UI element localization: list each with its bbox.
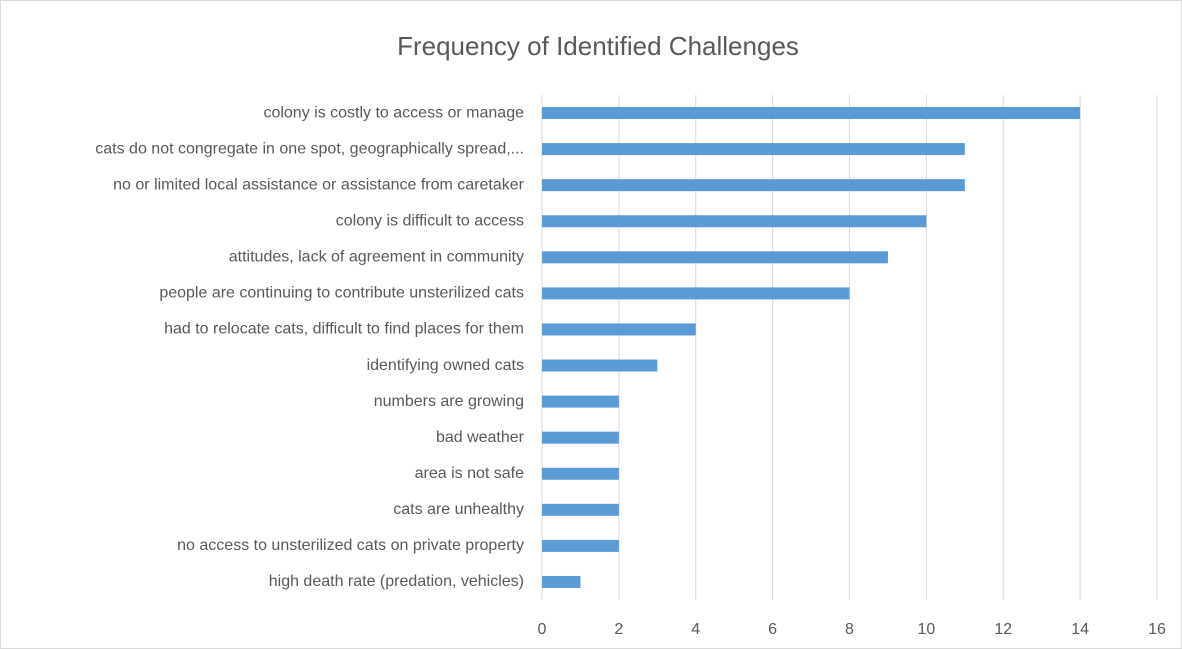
bar [542,467,619,480]
bar [542,503,619,516]
bar [542,215,927,228]
bar [542,323,696,336]
bar [542,395,619,408]
chart-title: Frequency of Identified Challenges [397,31,799,61]
x-tick-label: 16 [1148,621,1166,638]
y-tick-label: colony is costly to access or manage [263,104,524,121]
x-tick-label: 6 [768,621,777,638]
bar [542,359,658,372]
x-tick-label: 4 [691,621,700,638]
bar [542,539,619,552]
bar [542,251,888,264]
y-tick-label: area is not safe [415,465,525,482]
y-tick-label: colony is difficult to access [336,212,524,229]
y-tick-label: people are continuing to contribute unst… [159,285,524,302]
x-tick-label: 12 [994,621,1012,638]
bar [542,287,850,300]
x-tick-label: 14 [1071,621,1089,638]
x-tick-label: 2 [614,621,623,638]
bar [542,143,965,156]
y-tick-label: had to relocate cats, difficult to find … [164,321,524,338]
x-tick-label: 0 [538,621,547,638]
y-tick-label: numbers are growing [374,393,524,410]
x-tick-label: 8 [845,621,854,638]
bar [542,179,965,192]
y-tick-label: no or limited local assistance or assist… [113,176,525,193]
bar [542,575,581,588]
y-tick-label: cats are unhealthy [393,501,524,518]
bar [542,107,1081,120]
y-tick-label: bad weather [436,429,525,446]
y-tick-label: attitudes, lack of agreement in communit… [229,249,524,266]
bar [542,431,619,444]
y-tick-label: cats do not congregate in one spot, geog… [95,140,524,157]
y-tick-label: no access to unsterilized cats on privat… [177,537,524,554]
y-tick-label: high death rate (predation, vehicles) [269,573,524,590]
x-tick-label: 10 [917,621,935,638]
y-tick-label: identifying owned cats [367,357,524,374]
